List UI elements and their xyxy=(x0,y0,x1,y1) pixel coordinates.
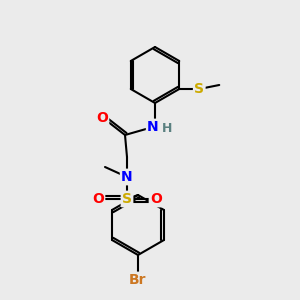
Text: O: O xyxy=(92,192,104,206)
Text: O: O xyxy=(96,111,108,125)
Text: N: N xyxy=(121,170,133,184)
Text: H: H xyxy=(162,122,172,136)
Text: N: N xyxy=(147,120,159,134)
Text: S: S xyxy=(194,82,204,96)
Text: Br: Br xyxy=(129,273,147,287)
Text: S: S xyxy=(122,192,132,206)
Text: O: O xyxy=(150,192,162,206)
